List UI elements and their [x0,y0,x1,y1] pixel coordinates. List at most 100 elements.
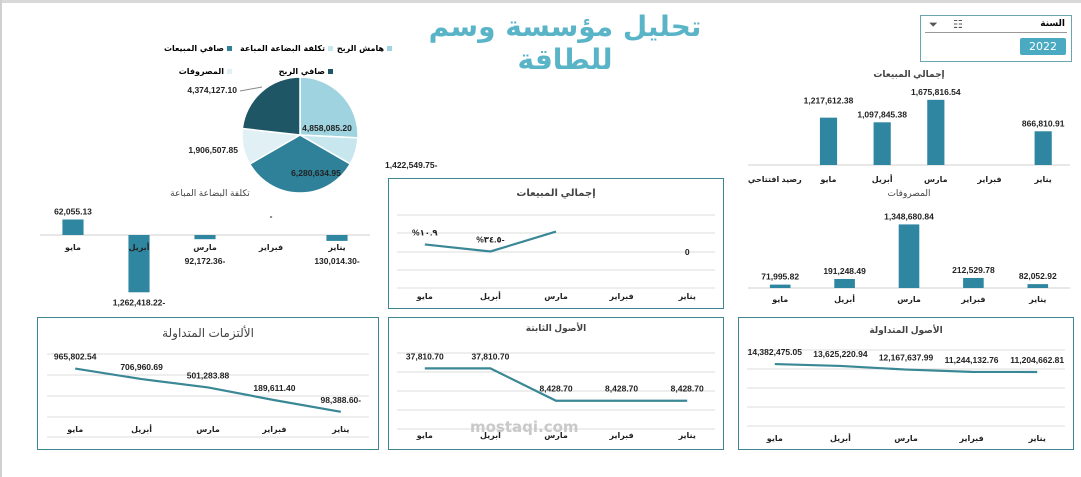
liabilities-chart-frame [37,317,379,450]
cogs-category-label: يناير [327,243,345,252]
pie-legend-item: صافي المبيعات [164,44,232,53]
slicer-divider [925,32,1067,33]
clear-filter-icon[interactable]: ⏷ [929,18,938,31]
current_assets-data-label: 13,625,220.94 [813,349,868,359]
expenses-bar [963,277,984,288]
expenses-chart-title: المصروفات [887,188,930,198]
fixed_assets-category-label: مايو [416,431,433,440]
liabilities-category-label: يناير [331,425,349,434]
sales-data-label: 1,675,816.54 [911,87,961,97]
expenses-category-label: فبراير [960,295,985,304]
current_assets-series-line [774,362,1038,374]
dashboard-title: تحليل مؤسسة وسم للطاقة [428,10,702,76]
sales-category-label: أبريل [872,174,893,184]
expenses-category-label: يناير [1028,295,1046,304]
liabilities-data-label: 189,611.40 [253,383,295,393]
liabilities-category-label: فبراير [261,425,286,434]
sales_growth-category-label: مايو [416,292,433,301]
fixed_assets-series-line [424,367,688,402]
fixed_assets-data-label: 37,810.70 [471,351,509,361]
current_assets-data-label: 12,167,637.99 [879,353,934,363]
expenses-category-label: مارس [897,295,921,305]
pie-data-label: 4,858,085.20 [302,123,352,133]
cogs-category-label: مارس [193,243,217,253]
sales-data-label: 866,810.91 [1022,118,1065,128]
current-assets-chart-frame [738,317,1074,450]
fixed_assets-data-label: 8,428.70 [539,384,572,394]
fixed_assets-data-label: 37,810.70 [406,351,444,361]
fixed_assets-chart-title: الأصول الثابتة [526,322,586,334]
expenses-data-label: 191,248.49 [823,266,866,276]
pie-legend-item: صافي الربح [279,67,333,76]
expenses-bar [898,224,920,288]
current_assets-chart-title: الأصول المتداولة [869,324,942,336]
slicer-label: السنة [1040,19,1065,29]
pie-slice [241,76,301,136]
expenses-category-label: أبريل [834,294,855,304]
current_assets-category-label: أبريل [830,433,851,443]
pie-data-label: 6,280,634.95 [291,168,341,178]
sales_growth-chart-title: إجمالي المبيعات [516,188,595,199]
sales-category-label: رصيد افتتاحي [748,175,802,184]
expenses-bar [1027,284,1049,288]
cogs-bar [128,235,150,293]
cogs-data-label: - [270,211,273,221]
sales-category-label: مارس [924,175,948,185]
fixed_assets-category-label: أبريل [480,430,501,440]
sales_growth-category-label: أبريل [480,291,501,301]
year-slicer[interactable]: السنة ☷ ⏷ 2022 [920,15,1072,62]
expenses-data-label: 1,348,680.84 [884,211,934,221]
legend-swatch [227,69,232,74]
legend-label: تكلفة البضاعة المباعة [239,44,325,53]
slicer-item-2022[interactable]: 2022 [1020,38,1066,55]
pie-slice [299,76,359,139]
cogs-data-label: 130,014.30- [314,256,360,266]
sales_growth-data-label: 0 [685,247,690,257]
sales_growth-category-label: فبراير [608,292,633,301]
cogs-data-label: 62,055.13 [54,206,92,216]
sales-bar [819,117,838,165]
liabilities-chart-title: الألتزمات المتداولة [162,325,254,341]
sheet-top-border [0,0,1081,3]
expenses-bar [834,278,855,288]
sales-growth-chart-frame [388,178,724,309]
current_assets-category-label: مايو [766,434,783,443]
pie-data-label: 1,906,507.85 [188,145,238,155]
multi-select-icon[interactable]: ☷ [953,18,963,31]
expenses-bar [769,284,791,288]
cogs-category-label: فبراير [258,243,283,252]
current_assets-category-label: مارس [894,434,918,444]
current_assets-data-label: 11,244,132.76 [945,355,999,365]
sales-category-label: مايو [820,175,837,184]
pie-data-label: 1,422,549.75- [385,160,438,170]
cogs-bar [326,235,348,241]
legend-swatch [328,69,333,74]
current_assets-category-label: يناير [1028,434,1046,443]
liabilities-category-label: مايو [66,425,83,434]
sales-chart-title: إجمالي المبيعات [873,69,944,79]
sheet-left-border [0,0,2,477]
sales-data-label: 1,217,612.38 [804,96,854,106]
pie-leader-line [239,86,263,92]
legend-swatch [387,46,392,51]
fixed_assets-data-label: 8,428.70 [671,384,704,394]
fixed_assets-category-label: مارس [544,431,568,441]
liabilities-data-label: 98,388.60- [320,395,361,405]
pie-slice [248,134,352,194]
pie-legend-item: هامش الربح [337,44,392,53]
sales-bar [1034,131,1052,165]
expenses-data-label: 71,995.82 [761,272,799,282]
pie-data-label: 4,374,127.10 [187,85,237,95]
cogs-chart-title: تكلفة البضاعة المباعة [170,188,250,198]
watermark: mostaqi.com [470,418,579,436]
liabilities-data-label: 706,960.69 [120,362,163,372]
legend-label: هامش الربح [336,44,384,53]
sales_growth-data-label: %١٠.٩ [412,227,438,237]
current_assets-data-label: 14,382,475.05 [748,347,803,357]
liabilities-series-line [75,367,341,413]
cogs-category-label: أبريل [129,242,150,252]
cogs-bar [62,219,84,235]
pie-legend-item: تكلفة البضاعة المباعة [240,44,333,53]
sales_growth-category-label: مارس [544,292,568,302]
